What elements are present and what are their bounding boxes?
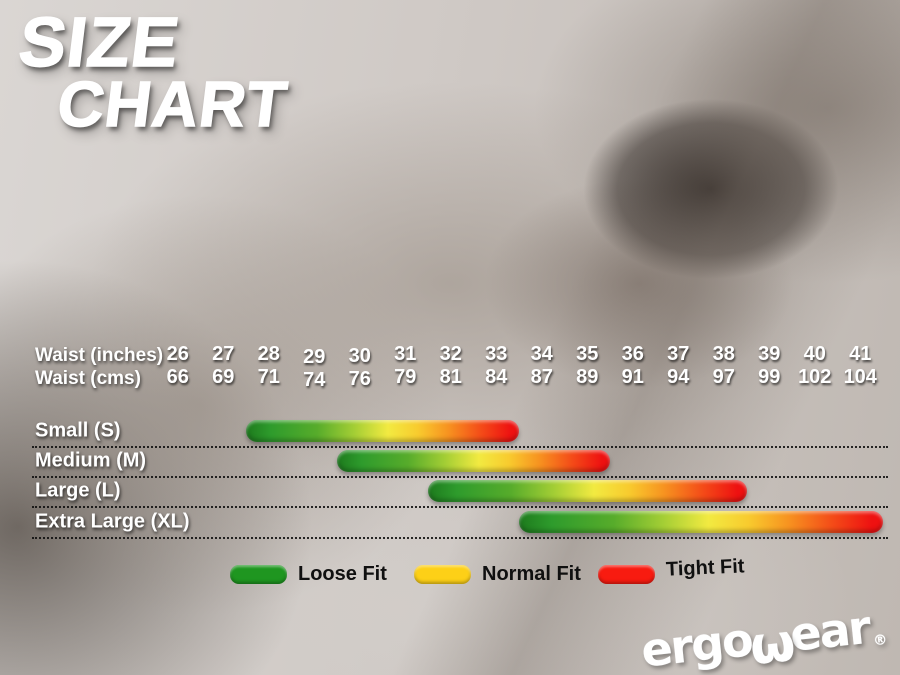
- waist-cms-value: 74: [303, 369, 326, 391]
- logo-text-ergo: ergo: [639, 612, 755, 675]
- waist-cms-value: 97: [712, 366, 735, 388]
- waist-inches-value: 33: [485, 343, 508, 365]
- legend-swatch-icon: [414, 565, 471, 584]
- size-row: Large (L): [32, 476, 888, 509]
- legend-label: Tight Fit: [665, 555, 745, 581]
- waist-inches-value: 31: [394, 343, 417, 365]
- waist-cms-value: 89: [576, 366, 599, 388]
- waist-cms-value: 94: [667, 366, 690, 388]
- page-title: SIZE CHART: [8, 2, 298, 141]
- waist-cms-value: 66: [166, 366, 189, 388]
- waist-inches-value: 37: [667, 343, 690, 365]
- waist-inches-value: 30: [348, 345, 371, 367]
- waist-cms-value: 69: [212, 366, 235, 388]
- fit-range-bar: [519, 510, 883, 533]
- waist-cms-value: 81: [439, 366, 462, 388]
- waist-inches-value: 29: [303, 346, 326, 368]
- fit-legend: Loose Fit Normal Fit Tight Fit: [0, 555, 900, 595]
- waist-inches-value: 34: [530, 343, 553, 365]
- title-line-1: SIZE: [14, 2, 185, 82]
- waist-cms-value: 99: [758, 366, 781, 388]
- title-line-2: CHART: [53, 67, 292, 141]
- size-label: Extra Large (XL): [35, 510, 190, 533]
- legend-swatch-icon: [230, 565, 287, 584]
- legend-item: Tight Fit: [598, 555, 745, 586]
- waist-inches-value: 39: [758, 343, 781, 365]
- waist-cms-value: 91: [621, 366, 644, 388]
- waist-cms-value: 79: [394, 366, 417, 388]
- size-row: Extra Large (XL): [32, 507, 888, 539]
- waist-cms-value: 87: [530, 366, 553, 388]
- waist-inches-value: 36: [621, 343, 644, 365]
- legend-label: Loose Fit: [298, 563, 387, 585]
- waist-cms-value: 102: [798, 366, 832, 388]
- waist-inches-value: 40: [803, 343, 826, 365]
- waist-inches-value: 27: [212, 343, 235, 365]
- waist-cms-value: 71: [257, 366, 280, 388]
- waist-cms-value: 84: [485, 366, 508, 388]
- waist-inches-value: 41: [849, 343, 872, 365]
- waist-inches-value: 38: [712, 343, 735, 365]
- waist-cms-tick-row: 66 69 71 74 76 79 81 84 87 89 91 94 97 99 102 104: [155, 366, 883, 391]
- legend-item: Normal Fit: [414, 563, 581, 586]
- waist-inches-tick-row: 26 27 28 29 30 31 32 33 34 35 36 37 38 39 40 41: [155, 343, 883, 368]
- waist-cms-value: 76: [348, 368, 371, 390]
- waist-inches-axis-label: Waist (inches): [35, 345, 164, 366]
- size-row: Medium (M): [32, 446, 888, 479]
- size-label: Medium (M): [35, 449, 147, 472]
- legend-label: Normal Fit: [482, 563, 581, 585]
- logo-text-ear: ear: [787, 599, 873, 662]
- fit-range-bar: [428, 480, 747, 503]
- fit-range-bar: [246, 420, 519, 442]
- size-label: Small (S): [35, 419, 121, 442]
- registered-trademark-icon: ®: [872, 631, 889, 650]
- waist-inches-value: 35: [576, 343, 599, 365]
- waist-inches-value: 28: [257, 343, 280, 365]
- size-row: Small (S): [32, 416, 888, 448]
- legend-item: Loose Fit: [230, 563, 387, 586]
- size-label: Large (L): [35, 479, 121, 502]
- fit-range-bar: [337, 450, 610, 473]
- logo-omega-w-glyph: ω: [747, 612, 797, 675]
- waist-inches-value: 32: [439, 343, 462, 365]
- waist-inches-value: 26: [166, 343, 189, 365]
- waist-cms-axis-label: Waist (cms): [35, 368, 141, 389]
- waist-cms-value: 104: [843, 366, 877, 388]
- legend-swatch-icon: [598, 565, 655, 584]
